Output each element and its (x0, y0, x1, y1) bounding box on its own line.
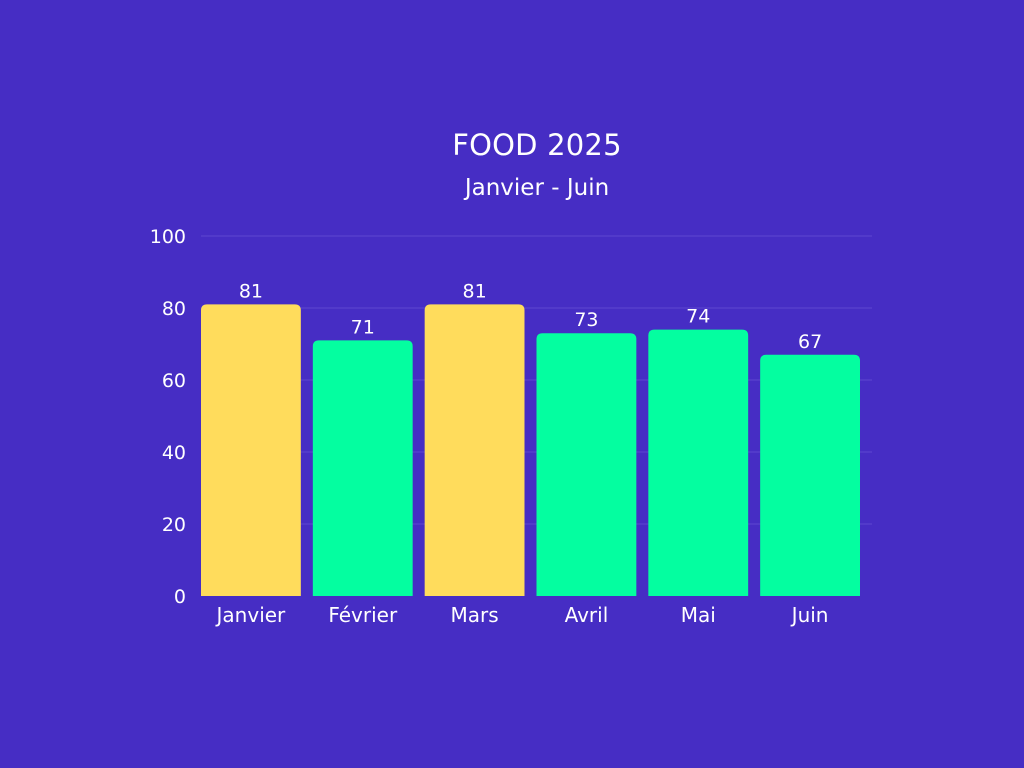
data-label: 67 (798, 331, 822, 353)
y-tick-label: 0 (174, 586, 186, 608)
y-tick-label: 20 (162, 514, 186, 536)
x-tick-label: Mars (451, 603, 499, 627)
x-tick-label: Mai (681, 603, 716, 627)
bar-avril (536, 333, 637, 596)
bar-février (312, 340, 413, 596)
data-label: 71 (351, 316, 375, 338)
bar-juin (760, 354, 860, 596)
y-tick-label: 80 (162, 298, 186, 320)
x-tick-label: Avril (565, 603, 609, 627)
x-tick-label: Janvier (215, 603, 287, 627)
x-tick-label: Juin (790, 603, 829, 627)
chart-title: FOOD 2025 (452, 128, 622, 162)
data-label: 81 (462, 280, 486, 302)
bar-janvier (201, 304, 301, 596)
bar-layer (201, 304, 860, 596)
y-tick-label: 40 (162, 442, 186, 464)
data-label: 73 (574, 309, 598, 331)
data-label: 81 (239, 280, 263, 302)
y-tick-label: 60 (162, 370, 186, 392)
chart-subtitle: Janvier - Juin (464, 175, 610, 201)
bar-mars (424, 304, 525, 596)
y-tick-label: 100 (150, 226, 186, 248)
data-label: 74 (686, 306, 710, 328)
x-tick-label: Février (328, 603, 398, 627)
bar-mai (648, 329, 749, 596)
label-layer: 0 20 40 60 80 100 81 Janvier 71 Février 81 Mars 73 Av… (150, 226, 829, 627)
